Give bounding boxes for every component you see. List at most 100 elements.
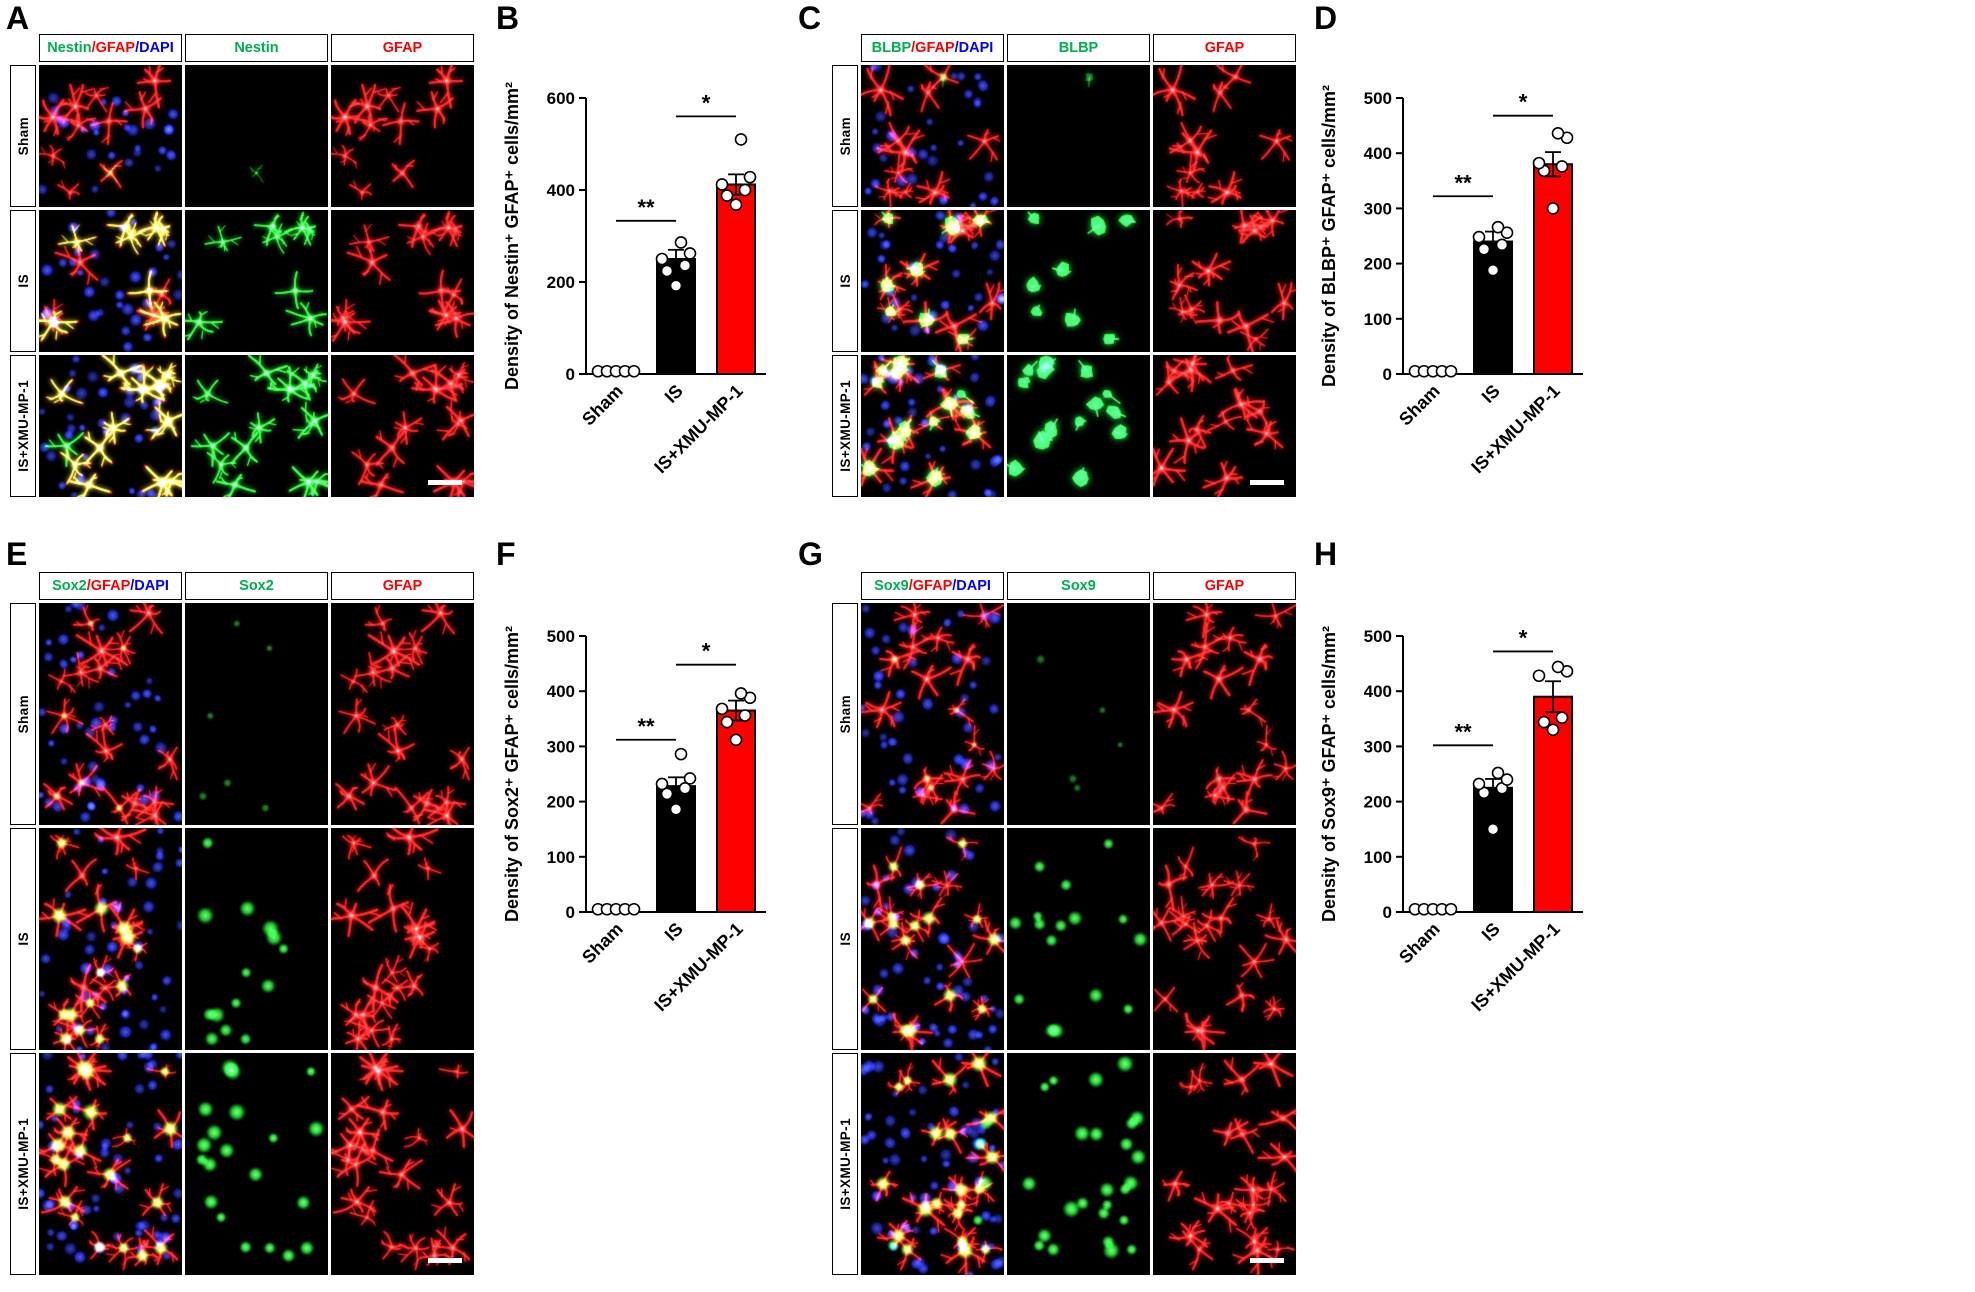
micrograph-G-IS+XMU-MP-1-red [1153,1053,1296,1275]
data-point [1546,723,1560,737]
y-tick-label: 0 [1383,365,1392,384]
panel-label-E: E [6,536,28,572]
column-header-C-2: GFAP [1153,34,1296,62]
data-point [674,747,688,761]
data-point [720,715,734,729]
y-tick-label: 500 [547,627,575,646]
data-point [743,170,757,184]
panel-label-D: D [1314,0,1338,36]
micrograph-G-IS+XMU-MP-1-merge [861,1053,1004,1275]
row-label-text: IS [15,274,31,288]
micrograph-C-IS+XMU-MP-1-green [1007,355,1150,497]
data-point [660,264,674,278]
micrograph-A-IS+XMU-MP-1-red [331,355,474,497]
significance-label: ** [637,195,655,220]
header-text-segment: GFAP [1204,578,1245,594]
data-point [669,279,683,292]
header-text-segment: /GFAP [908,578,953,594]
micrograph-C-Sham-red [1153,65,1296,207]
row-label-Sham: Sham [832,65,858,207]
bar-chart-D: 0 100 200 300 400 500 Density of BLBP⁺ GFAP⁺ c… [1319,85,1583,477]
y-tick-label: 0 [566,365,575,384]
y-tick-label: 200 [547,793,575,812]
data-point [720,189,734,202]
data-point [1472,777,1486,791]
micrograph-A-Sham-green [185,65,328,207]
y-tick-label: 400 [547,682,575,701]
data-point [1486,263,1500,277]
data-point [627,902,641,916]
column-header-G-1: Sox9 [1007,572,1150,600]
micrograph-G-IS-green [1007,828,1150,1050]
microscopy-grid-A: Nestin/GFAP/DAPI Nestin GFAP Sham IS IS+XMU-M… [10,34,474,497]
header-text-segment: GFAP [1204,40,1245,56]
row-label-IS: IS [832,828,858,1050]
data-point [734,133,748,146]
row-label-IS+XMU-MP-1: IS+XMU-MP-1 [832,1053,858,1275]
row-label-text: IS+XMU-MP-1 [15,380,31,472]
significance-label: ** [637,714,655,739]
bar-IS [1473,786,1513,913]
column-header-E-1: Sox2 [185,572,328,600]
significance-label: * [1519,625,1528,650]
microscopy-panel-A: Nestin/GFAP/DAPI Nestin GFAP Sham IS IS+XMU-M… [10,34,474,497]
microscopy-grid-E: Sox2/GFAP/DAPI Sox2 GFAP Sham IS IS+XMU-MP-1 [10,572,474,1275]
grid-corner [10,34,36,62]
micrograph-A-Sham-merge [39,65,182,207]
data-point [655,252,669,266]
y-tick-label: 400 [1364,144,1392,163]
x-tick-label: IS [661,381,687,407]
microscopy-grid-C: BLBP/GFAP/DAPI BLBP GFAP Sham IS IS+XMU-MP-1 [832,34,1296,497]
micrograph-A-IS-red [331,210,474,352]
y-axis-title: Density of BLBP⁺ GFAP⁺ cells/mm² [1319,85,1339,387]
x-tick-label: Sham [578,381,627,430]
microscopy-grid-G: Sox9/GFAP/DAPI Sox9 GFAP Sham IS IS+XMU-MP-1 [832,572,1296,1275]
chart-panel-H: 0 100 200 300 400 500 Density of Sox9⁺ GFAP⁺ c… [1315,574,1615,1059]
micrograph-E-IS+XMU-MP-1-merge [39,1053,182,1275]
row-label-IS: IS [10,828,36,1050]
data-point [660,787,674,801]
micrograph-G-Sham-merge [861,603,1004,825]
scale-bar [1250,480,1284,485]
column-header-G-0: Sox9/GFAP/DAPI [861,572,1004,600]
x-tick-label: Sham [1395,381,1444,430]
y-tick-label: 400 [547,181,575,200]
micrograph-A-IS+XMU-MP-1-green [185,355,328,497]
micrograph-A-IS-merge [39,210,182,352]
data-point [678,782,692,795]
header-text-segment: BLBP [1058,40,1099,56]
data-point [738,183,752,197]
data-point [1472,230,1486,244]
row-label-text: Sham [837,694,853,734]
y-tick-label: 500 [1364,627,1392,646]
header-text-segment: Nestin [47,40,92,56]
bar-IS+XMU-MP-1 [716,183,756,375]
column-header-C-1: BLBP [1007,34,1150,62]
header-text-segment: /DAPI [130,578,169,594]
row-label-IS: IS [832,210,858,352]
micrograph-E-IS+XMU-MP-1-green [185,1053,328,1275]
micrograph-A-IS-green [185,210,328,352]
data-point [655,777,669,791]
data-point [1500,226,1514,239]
micrograph-C-Sham-green [1007,65,1150,207]
bar-chart-H: 0 100 200 300 400 500 Density of Sox9⁺ GFAP⁺ c… [1319,625,1583,1015]
row-label-text: IS+XMU-MP-1 [837,380,853,472]
data-point [1444,364,1458,378]
row-label-text: IS+XMU-MP-1 [15,1118,31,1210]
header-text-segment: Sox2 [239,578,274,594]
micrograph-E-Sham-merge [39,603,182,825]
panel-label-G: G [798,536,823,572]
header-text-segment: /DAPI [135,40,174,56]
grid-corner [10,572,36,600]
y-tick-label: 200 [1364,255,1392,274]
micrograph-G-Sham-green [1007,603,1150,825]
column-header-E-2: GFAP [331,572,474,600]
row-label-text: Sham [837,116,853,156]
panel-label-H: H [1314,536,1338,572]
row-label-text: IS [15,932,31,946]
data-point [1532,669,1546,683]
significance-label: ** [1454,719,1472,744]
row-label-text: IS [837,932,853,946]
